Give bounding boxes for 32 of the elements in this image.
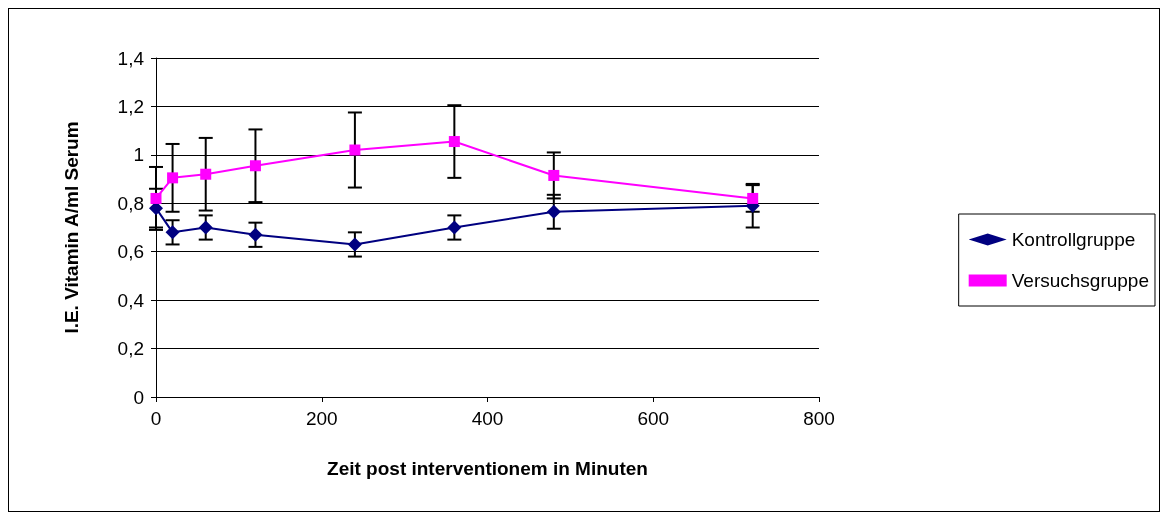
x-tick-label: 200 bbox=[305, 408, 338, 429]
point bbox=[349, 144, 361, 156]
y-tick-label: 1,2 bbox=[117, 95, 144, 117]
point bbox=[447, 220, 462, 235]
point bbox=[167, 172, 179, 184]
x-tick-label: 0 bbox=[150, 408, 162, 429]
y-tick-label: 0,2 bbox=[117, 338, 144, 360]
point bbox=[249, 160, 261, 172]
x-tick-label: 600 bbox=[637, 408, 670, 429]
x-tick-label: 800 bbox=[803, 408, 835, 429]
point bbox=[149, 201, 163, 216]
y-tick-label: 1 bbox=[133, 144, 144, 166]
y-tick-label: 0,8 bbox=[117, 192, 144, 214]
point bbox=[747, 192, 759, 204]
point bbox=[548, 169, 560, 181]
point bbox=[347, 237, 362, 252]
y-tick-label: 0,6 bbox=[117, 241, 144, 263]
legend-label: Versuchsgruppe bbox=[1011, 270, 1150, 291]
point bbox=[165, 225, 180, 240]
y-tick-label: 0,4 bbox=[117, 289, 145, 311]
y-axis-title: I.E. Vitamin A/ml Serum bbox=[61, 121, 82, 334]
point bbox=[200, 168, 212, 180]
point bbox=[448, 136, 460, 148]
legend-label: Kontrollgruppe bbox=[1011, 229, 1136, 250]
y-tick-label: 0 bbox=[133, 386, 144, 408]
point bbox=[546, 204, 561, 219]
y-tick-label: 1,4 bbox=[117, 47, 145, 69]
point bbox=[150, 192, 162, 204]
x-tick-label: 400 bbox=[471, 408, 504, 429]
point bbox=[248, 227, 263, 242]
x-axis-title: Zeit post interventionem in Minuten bbox=[327, 458, 648, 479]
point bbox=[198, 220, 213, 235]
